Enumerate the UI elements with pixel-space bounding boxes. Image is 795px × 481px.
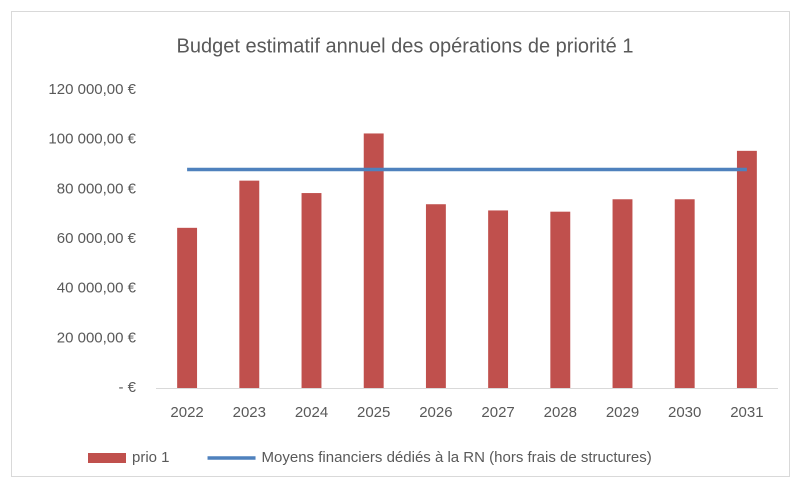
bar [612, 199, 633, 388]
bar [736, 150, 757, 388]
y-tick-label: 60 000,00 € [57, 230, 137, 247]
bar [301, 193, 322, 388]
x-tick-label: 2022 [170, 404, 203, 421]
y-tick-label: 120 000,00 € [48, 81, 136, 98]
bar [550, 211, 571, 388]
bar [425, 204, 446, 388]
x-tick-label: 2027 [481, 404, 514, 421]
bar [177, 227, 198, 388]
legend-label: prio 1 [132, 449, 170, 466]
y-tick-label: 80 000,00 € [57, 180, 137, 197]
chart-frame [11, 11, 790, 477]
x-tick-label: 2028 [544, 404, 577, 421]
y-tick-label: 40 000,00 € [57, 280, 137, 297]
x-tick-label: 2025 [357, 404, 390, 421]
x-tick-label: 2031 [730, 404, 763, 421]
bar [239, 180, 260, 388]
y-tick-label: 20 000,00 € [57, 329, 137, 346]
x-tick-label: 2029 [606, 404, 639, 421]
x-tick-label: 2030 [668, 404, 701, 421]
bar [363, 133, 384, 388]
x-tick-label: 2026 [419, 404, 452, 421]
legend-label: Moyens financiers dédiés à la RN (hors f… [262, 449, 652, 466]
x-tick-label: 2023 [233, 404, 266, 421]
chart-title: Budget estimatif annuel des opérations d… [177, 35, 634, 57]
bar [674, 199, 695, 388]
legend-swatch [88, 453, 126, 463]
x-tick-label: 2024 [295, 404, 328, 421]
y-tick-label: 100 000,00 € [48, 131, 136, 148]
bar [488, 210, 509, 388]
y-tick-label: - € [118, 379, 136, 396]
